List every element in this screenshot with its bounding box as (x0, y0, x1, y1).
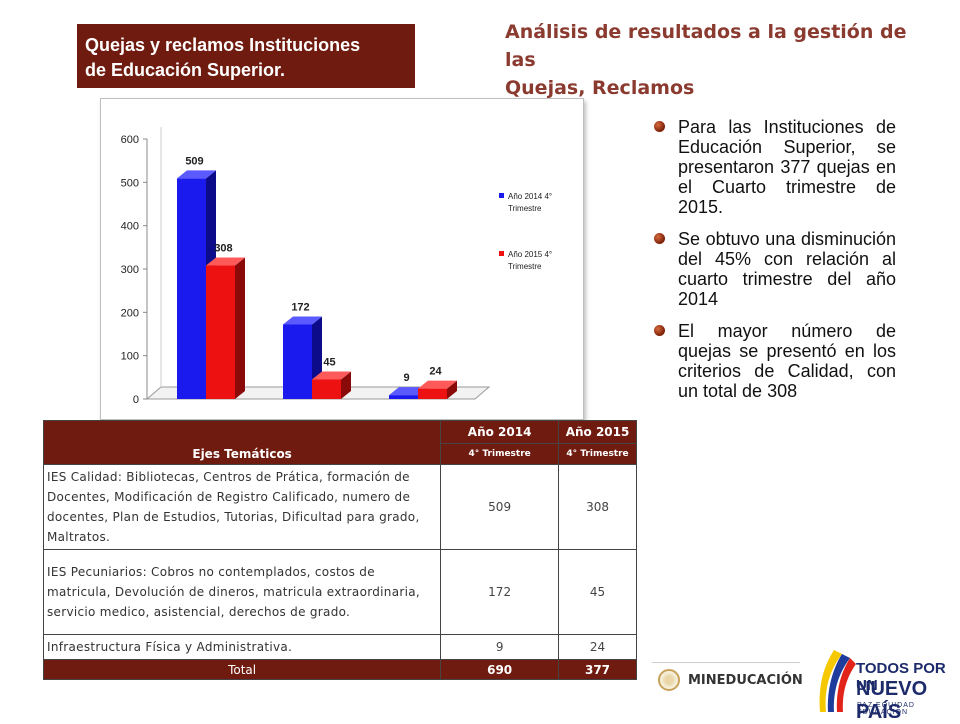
bar-front (283, 324, 312, 399)
legend-swatch (499, 251, 504, 256)
todos-tagline: PAZ EQUIDAD EDUCACIÓN (857, 702, 915, 716)
col-header-2014: Año 2014 (440, 420, 560, 444)
bar-top (283, 316, 322, 325)
table-row: IES Pecuniarios: Cobros no contemplados,… (42, 549, 637, 635)
bar-front (206, 265, 235, 399)
bullet-item: El mayor número de quejas se presentó en… (652, 321, 896, 401)
bar-top (206, 257, 245, 266)
value-2015-cell: 308 (558, 464, 637, 550)
total-2015: 377 (558, 659, 637, 680)
slide-title-line-2: de Educación Superior. (85, 60, 286, 80)
bar-front (177, 178, 206, 399)
bullet-dot-icon (654, 325, 665, 336)
colombia-flag-swoosh-icon (819, 650, 856, 712)
bullet-item: Para las Instituciones de Educación Supe… (652, 117, 896, 217)
slide-heading-line-2: Quejas, Reclamos (505, 77, 695, 99)
slide-heading: Análisis de resultados a la gestión de l… (505, 18, 925, 102)
bar-top (177, 170, 216, 179)
y-tick-label: 500 (121, 177, 139, 189)
legend-label: Trimestre (508, 204, 542, 213)
legend-swatch (499, 193, 504, 198)
value-2014-cell: 172 (440, 549, 560, 635)
value-2014-cell: 509 (440, 464, 560, 550)
themes-table: Ejes Temáticos Año 2014 Año 2015 4° Trim… (42, 420, 637, 680)
data-label: 24 (429, 366, 442, 378)
todos-line-2: NUEVO PAÍS (856, 678, 928, 723)
table-total-row: Total 690 377 (42, 659, 637, 680)
todos-line-1: TODOS POR UN (856, 660, 946, 694)
mineducacion-logo: MINEDUCACIÓN (658, 667, 803, 693)
y-tick-label: 100 (121, 351, 139, 363)
data-label: 172 (291, 301, 309, 313)
data-label: 45 (323, 357, 335, 369)
total-2014: 690 (440, 659, 560, 680)
data-label: 509 (185, 155, 203, 167)
bar-side (447, 380, 457, 399)
y-tick-label: 300 (121, 264, 139, 276)
data-label: 308 (214, 243, 232, 255)
bar-side (235, 257, 245, 399)
value-2014-cell: 9 (440, 634, 560, 660)
y-tick-label: 200 (121, 307, 139, 319)
table-row: IES Calidad: Bibliotecas, Centros de Prá… (42, 464, 637, 550)
bar-front (418, 388, 447, 399)
bullet-text: El mayor número de quejas se presentó en… (678, 321, 896, 401)
bullet-item: Se obtuvo una disminución del 45% con re… (652, 229, 896, 309)
value-2015-cell: 45 (558, 549, 637, 635)
theme-cell: IES Pecuniarios: Cobros no contemplados,… (42, 549, 442, 635)
bullet-dot-icon (654, 233, 665, 244)
table-row: Infraestructura Física y Administrativa.… (42, 634, 637, 660)
bar-side (341, 371, 351, 399)
bullet-dot-icon (654, 121, 665, 132)
bullet-text: Se obtuvo una disminución del 45% con re… (678, 229, 896, 309)
period-header-2015: 4° Trimestre (558, 443, 637, 465)
y-tick-label: 0 (133, 394, 139, 406)
y-tick-label: 600 (121, 134, 139, 146)
data-label: 9 (403, 372, 409, 384)
bullet-text: Para las Instituciones de Educación Supe… (678, 117, 896, 217)
col-header-themes: Ejes Temáticos (42, 420, 442, 465)
mineducacion-text: MINEDUCACIÓN (688, 672, 803, 688)
slide-title-box: Quejas y reclamos Instituciones de Educa… (77, 24, 415, 88)
col-header-2015: Año 2015 (558, 420, 637, 444)
total-label: Total (42, 659, 442, 680)
bar-front (312, 379, 341, 399)
table-header-row: Ejes Temáticos Año 2014 Año 2015 (42, 420, 637, 465)
period-header-2014: 4° Trimestre (440, 443, 560, 465)
slide-title-line-1: Quejas y reclamos Instituciones (85, 35, 361, 55)
todos-por-un-nuevo-pais-logo: TODOS POR UN NUEVO PAÍS PAZ EQUIDAD EDUC… (812, 646, 960, 723)
theme-cell: Infraestructura Física y Administrativa. (42, 634, 442, 660)
theme-cell: IES Calidad: Bibliotecas, Centros de Prá… (42, 464, 442, 550)
legend-label: Año 2015 4° (508, 250, 552, 259)
y-tick-label: 400 (121, 221, 139, 233)
coat-of-arms-icon (658, 669, 680, 691)
bar-top (312, 371, 351, 380)
value-2015-cell: 24 (558, 634, 637, 660)
legend-label: Trimestre (508, 262, 542, 271)
summary-bullets: Para las Instituciones de Educación Supe… (652, 117, 896, 413)
logo-divider (652, 662, 800, 663)
slide-heading-line-1: Análisis de resultados a la gestión de l… (505, 21, 907, 71)
legend-label: Año 2014 4° (508, 192, 552, 201)
bar-chart-frame: 0 100 200 300 400 500 600 509 172 9 308 45 24 Año 201… (100, 98, 584, 420)
bar-front (389, 395, 418, 399)
bar-chart: 0 100 200 300 400 500 600 509 172 9 308 45 24 Año 201… (121, 127, 552, 406)
bar-top (418, 380, 457, 389)
